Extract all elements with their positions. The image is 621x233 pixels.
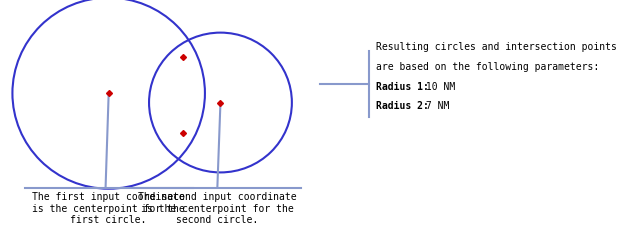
Text: Resulting circles and intersection points: Resulting circles and intersection point… [376, 42, 617, 52]
Text: 7 NM: 7 NM [420, 101, 450, 111]
Text: Radius 1:: Radius 1: [376, 82, 428, 92]
Text: The first input coordinate
is the centerpoint for the
first circle.: The first input coordinate is the center… [32, 192, 185, 225]
Text: The second input coordinate
is the centerpoint for the
second circle.: The second input coordinate is the cente… [138, 192, 297, 225]
Text: Radius 2:: Radius 2: [376, 101, 428, 111]
Text: 10 NM: 10 NM [420, 82, 456, 92]
Text: are based on the following parameters:: are based on the following parameters: [376, 62, 599, 72]
